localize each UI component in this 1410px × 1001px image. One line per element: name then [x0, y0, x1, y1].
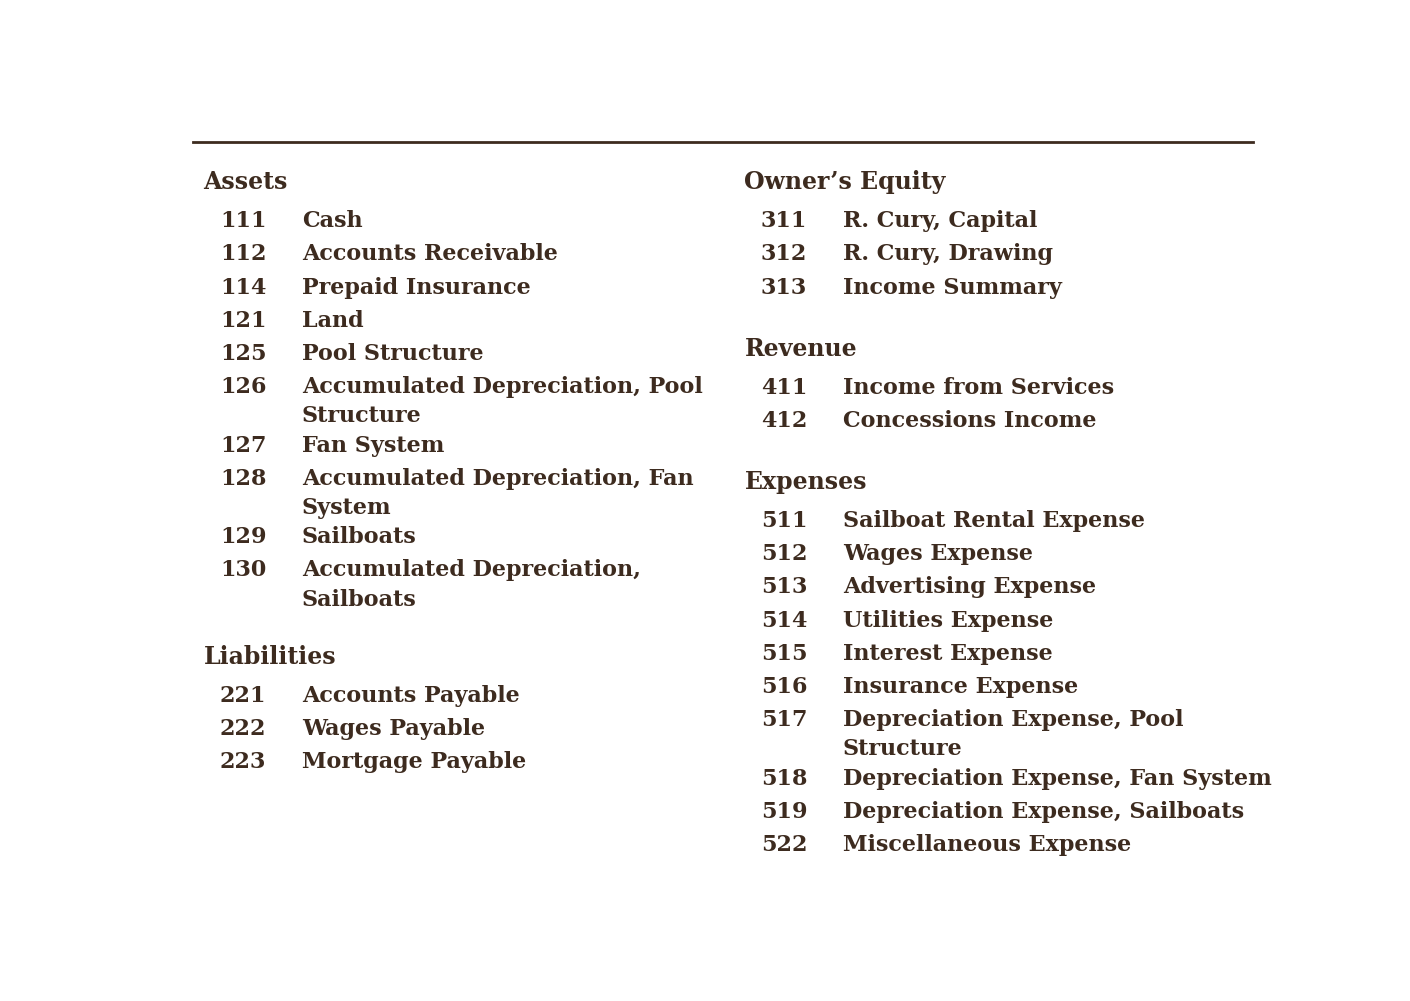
Text: Sailboats: Sailboats	[302, 589, 417, 611]
Text: 516: 516	[761, 676, 808, 698]
Text: 223: 223	[220, 752, 266, 774]
Text: Liabilities: Liabilities	[203, 645, 336, 669]
Text: System: System	[302, 497, 392, 520]
Text: Owner’s Equity: Owner’s Equity	[744, 170, 946, 194]
Text: 511: 511	[761, 511, 808, 533]
Text: 221: 221	[220, 685, 266, 707]
Text: Accounts Receivable: Accounts Receivable	[302, 243, 558, 265]
Text: Cash: Cash	[302, 210, 362, 232]
Text: Accounts Payable: Accounts Payable	[302, 685, 520, 707]
Text: Wages Expense: Wages Expense	[843, 544, 1034, 566]
Text: Sailboats: Sailboats	[302, 527, 417, 549]
Text: Utilities Expense: Utilities Expense	[843, 610, 1053, 632]
Text: 515: 515	[761, 643, 808, 665]
Text: Wages Payable: Wages Payable	[302, 719, 485, 740]
Text: Fan System: Fan System	[302, 434, 444, 456]
Text: R. Cury, Capital: R. Cury, Capital	[843, 210, 1038, 232]
Text: Accumulated Depreciation, Pool: Accumulated Depreciation, Pool	[302, 376, 702, 398]
Text: 412: 412	[761, 410, 808, 431]
Text: 130: 130	[220, 560, 266, 582]
Text: Depreciation Expense, Fan System: Depreciation Expense, Fan System	[843, 768, 1272, 790]
Text: Miscellaneous Expense: Miscellaneous Expense	[843, 834, 1131, 856]
Text: 411: 411	[761, 376, 808, 398]
Text: Pool Structure: Pool Structure	[302, 343, 484, 365]
Text: Accumulated Depreciation, Fan: Accumulated Depreciation, Fan	[302, 467, 694, 489]
Text: Interest Expense: Interest Expense	[843, 643, 1053, 665]
Text: 512: 512	[761, 544, 808, 566]
Text: Advertising Expense: Advertising Expense	[843, 577, 1096, 599]
Text: Assets: Assets	[203, 170, 288, 194]
Text: 519: 519	[761, 801, 808, 823]
Text: 312: 312	[761, 243, 808, 265]
Text: Structure: Structure	[843, 739, 963, 761]
Text: Depreciation Expense, Sailboats: Depreciation Expense, Sailboats	[843, 801, 1244, 823]
Text: 126: 126	[220, 376, 266, 398]
Text: Depreciation Expense, Pool: Depreciation Expense, Pool	[843, 709, 1183, 731]
Text: 128: 128	[220, 467, 266, 489]
Text: 514: 514	[761, 610, 808, 632]
Text: 114: 114	[220, 276, 266, 298]
Text: 127: 127	[220, 434, 266, 456]
Text: 125: 125	[220, 343, 266, 365]
Text: Concessions Income: Concessions Income	[843, 410, 1097, 431]
Text: 517: 517	[761, 709, 808, 731]
Text: Income Summary: Income Summary	[843, 276, 1062, 298]
Text: 518: 518	[761, 768, 808, 790]
Text: 129: 129	[220, 527, 266, 549]
Text: Structure: Structure	[302, 405, 422, 427]
Text: Insurance Expense: Insurance Expense	[843, 676, 1079, 698]
Text: 111: 111	[220, 210, 266, 232]
Text: Land: Land	[302, 309, 364, 331]
Text: 121: 121	[220, 309, 266, 331]
Text: 313: 313	[761, 276, 807, 298]
Text: 222: 222	[220, 719, 266, 740]
Text: 112: 112	[220, 243, 266, 265]
Text: Revenue: Revenue	[744, 336, 857, 360]
Text: 513: 513	[761, 577, 808, 599]
Text: Expenses: Expenses	[744, 470, 867, 494]
Text: Sailboat Rental Expense: Sailboat Rental Expense	[843, 511, 1145, 533]
Text: 311: 311	[761, 210, 808, 232]
Text: Accumulated Depreciation,: Accumulated Depreciation,	[302, 560, 640, 582]
Text: Prepaid Insurance: Prepaid Insurance	[302, 276, 530, 298]
Text: R. Cury, Drawing: R. Cury, Drawing	[843, 243, 1053, 265]
Text: Income from Services: Income from Services	[843, 376, 1114, 398]
Text: Mortgage Payable: Mortgage Payable	[302, 752, 526, 774]
Text: 522: 522	[761, 834, 808, 856]
